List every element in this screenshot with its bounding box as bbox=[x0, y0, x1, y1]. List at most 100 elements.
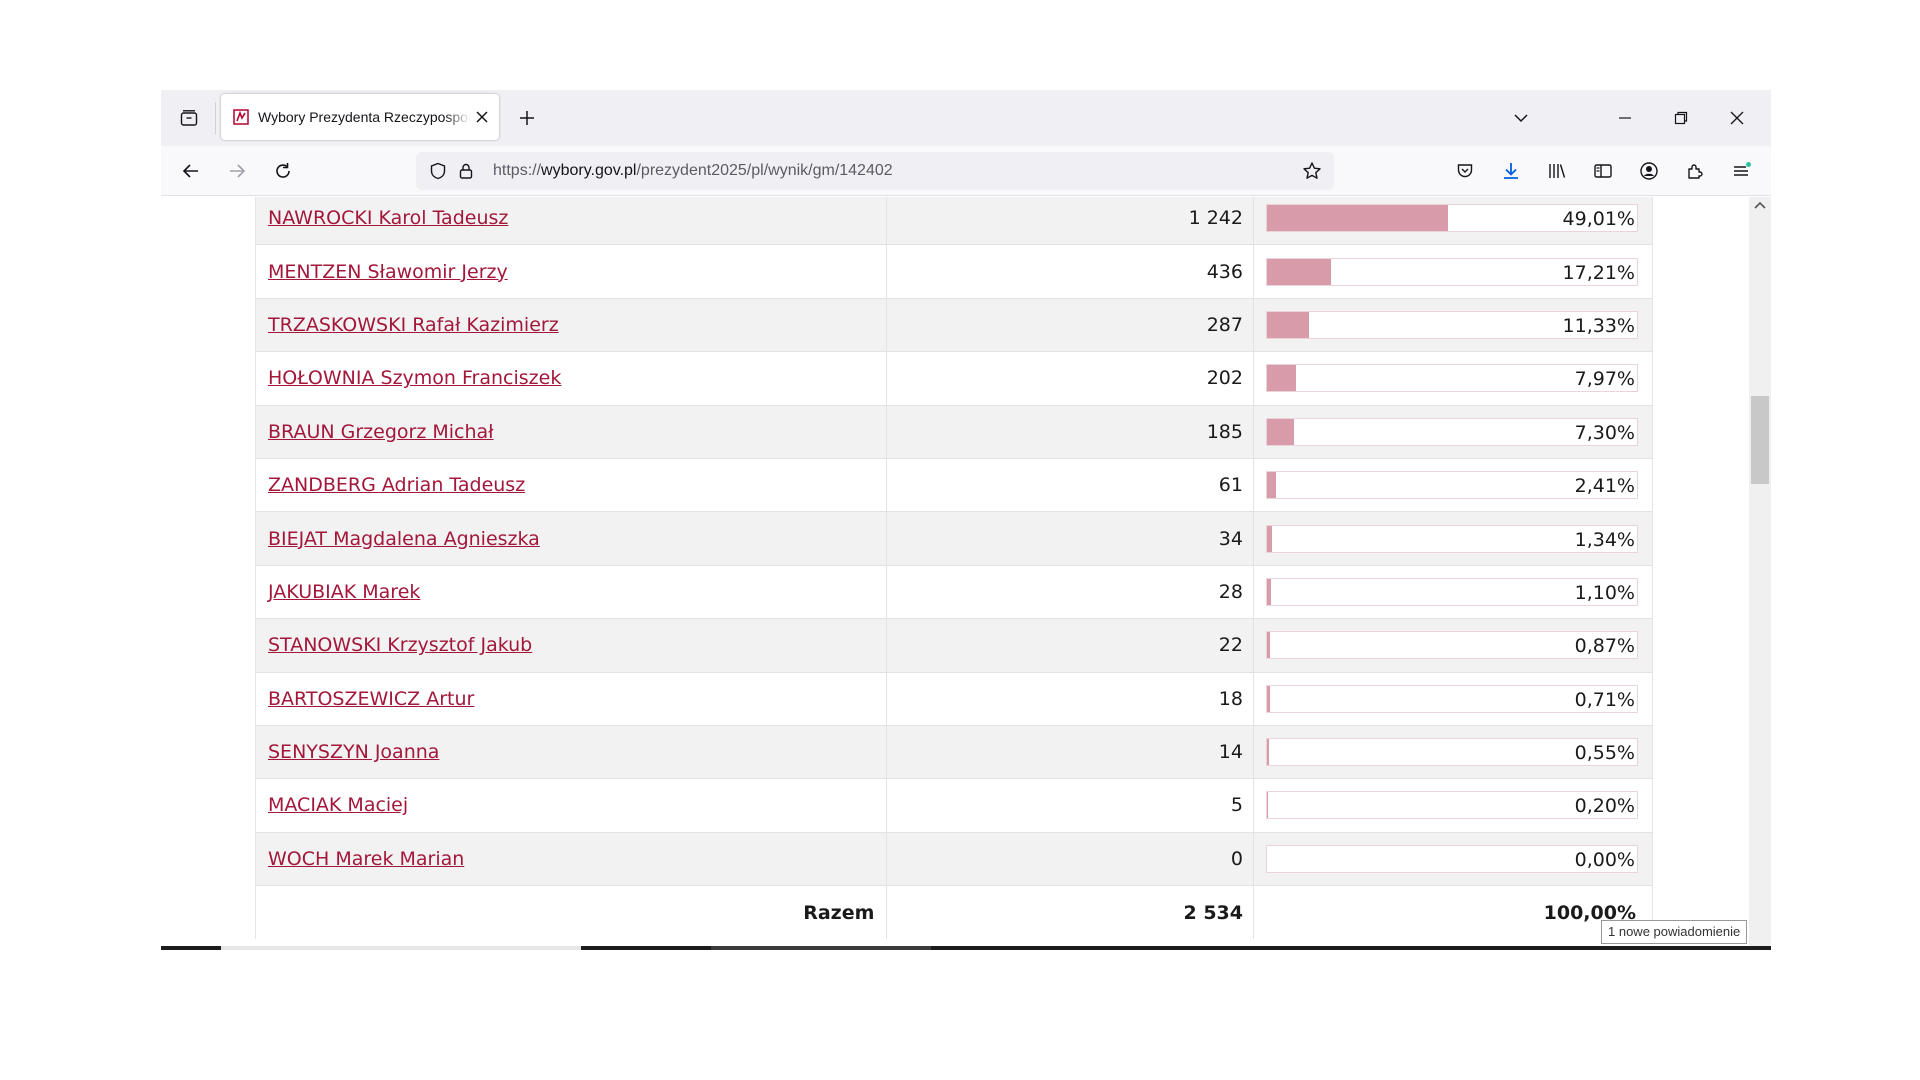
results-table: NAWROCKI Karol Tadeusz 1 242 49,01% MENTZEN… bbox=[254, 197, 1654, 939]
percent-cell: 0,55% bbox=[1253, 724, 1654, 779]
percent-cell: 2,41% bbox=[1253, 457, 1654, 512]
percent-label: 0,20% bbox=[1574, 795, 1635, 818]
percent-bar-fill bbox=[1266, 739, 1270, 766]
close-icon[interactable] bbox=[473, 108, 491, 126]
percent-label: 0,71% bbox=[1574, 688, 1635, 711]
candidate-link[interactable]: STANOWSKI Krzysztof Jakub bbox=[268, 634, 533, 657]
sidebar-icon[interactable] bbox=[1587, 155, 1619, 187]
url-host: wybory.gov.pl bbox=[541, 162, 637, 179]
navigation-bar: https://wybory.gov.pl/prezydent2025/pl/w… bbox=[161, 146, 1771, 196]
percent-bar: 2,41% bbox=[1265, 471, 1638, 500]
taskbar-segment bbox=[711, 946, 931, 950]
percent-bar: 11,33% bbox=[1265, 310, 1638, 339]
close-icon[interactable] bbox=[1709, 90, 1765, 146]
votes-cell: 28 bbox=[886, 564, 1254, 619]
candidate-link[interactable]: MACIAK Maciej bbox=[268, 794, 409, 817]
votes-cell: 5 bbox=[886, 778, 1254, 833]
account-icon[interactable] bbox=[1633, 155, 1665, 187]
taskbar-segment bbox=[221, 946, 581, 950]
votes-cell: 61 bbox=[886, 457, 1254, 512]
votes-cell: 1 242 bbox=[886, 197, 1254, 245]
candidate-name-cell: ZANDBERG Adrian Tadeusz bbox=[254, 457, 888, 512]
candidate-link[interactable]: NAWROCKI Karol Tadeusz bbox=[268, 207, 509, 230]
candidate-name-cell: NAWROCKI Karol Tadeusz bbox=[254, 197, 888, 245]
puzzle-icon[interactable] bbox=[1679, 155, 1711, 187]
candidate-link[interactable]: HOŁOWNIA Szymon Franciszek bbox=[268, 367, 562, 390]
candidate-link[interactable]: WOCH Marek Marian bbox=[268, 847, 465, 870]
percent-cell: 0,71% bbox=[1253, 671, 1654, 726]
candidate-name-cell: WOCH Marek Marian bbox=[254, 831, 888, 886]
candidate-name-cell: STANOWSKI Krzysztof Jakub bbox=[254, 618, 888, 673]
votes-cell: 185 bbox=[886, 404, 1254, 459]
table-row: MENTZEN Sławomir Jerzy 436 17,21% bbox=[254, 244, 1654, 299]
reload-icon[interactable] bbox=[267, 155, 299, 187]
hamburger-menu-icon[interactable] bbox=[1725, 155, 1757, 187]
candidate-link[interactable]: TRZASKOWSKI Rafał Kazimierz bbox=[268, 313, 559, 336]
total-votes: 2 534 bbox=[886, 885, 1254, 939]
percent-bar: 7,97% bbox=[1265, 364, 1638, 393]
page-content: NAWROCKI Karol Tadeusz 1 242 49,01% MENTZEN… bbox=[161, 197, 1771, 950]
percent-bar: 0,00% bbox=[1265, 844, 1638, 873]
table-row: BIEJAT Magdalena Agnieszka 34 1,34% bbox=[254, 511, 1654, 566]
candidate-name-cell: MACIAK Maciej bbox=[254, 778, 888, 833]
tab-active[interactable]: Wybory Prezydenta Rzeczypospolitej Polsk… bbox=[221, 94, 499, 140]
table-row: TRZASKOWSKI Rafał Kazimierz 287 11,33% bbox=[254, 297, 1654, 352]
total-percent: 100,00% bbox=[1253, 885, 1654, 939]
candidate-name-cell: JAKUBIAK Marek bbox=[254, 564, 888, 619]
percent-bar-fill bbox=[1266, 365, 1297, 392]
lock-icon[interactable] bbox=[456, 161, 476, 181]
pocket-icon[interactable] bbox=[1449, 155, 1481, 187]
percent-bar-fill bbox=[1266, 472, 1276, 499]
total-label: Razem bbox=[254, 885, 888, 939]
scrollbar[interactable] bbox=[1749, 197, 1771, 950]
candidate-link[interactable]: MENTZEN Sławomir Jerzy bbox=[268, 260, 508, 283]
percent-bar: 0,87% bbox=[1265, 631, 1638, 660]
percent-cell: 17,21% bbox=[1253, 244, 1654, 299]
notification-tooltip[interactable]: 1 nowe powiadomienie bbox=[1601, 920, 1748, 944]
scrollbar-thumb[interactable] bbox=[1751, 396, 1769, 484]
percent-cell: 7,30% bbox=[1253, 404, 1654, 459]
percent-bar-fill bbox=[1266, 418, 1294, 445]
percent-label: 0,55% bbox=[1574, 742, 1635, 765]
percent-bar-fill bbox=[1266, 792, 1268, 819]
candidate-link[interactable]: JAKUBIAK Marek bbox=[268, 580, 421, 603]
library-icon[interactable] bbox=[1541, 155, 1573, 187]
percent-bar: 0,20% bbox=[1265, 791, 1638, 820]
percent-bar-fill bbox=[1266, 685, 1270, 712]
tab-list-icon[interactable] bbox=[173, 102, 205, 134]
candidate-link[interactable]: SENYSZYN Joanna bbox=[268, 741, 440, 764]
candidate-name-cell: MENTZEN Sławomir Jerzy bbox=[254, 244, 888, 299]
percent-cell: 1,34% bbox=[1253, 511, 1654, 566]
tab-bar: Wybory Prezydenta Rzeczypospolitej Polsk… bbox=[161, 90, 1771, 146]
download-icon[interactable] bbox=[1495, 155, 1527, 187]
candidate-link[interactable]: BIEJAT Magdalena Agnieszka bbox=[268, 527, 540, 550]
forward-arrow-icon[interactable] bbox=[221, 155, 253, 187]
back-arrow-icon[interactable] bbox=[175, 155, 207, 187]
table-row: BRAUN Grzegorz Michał 185 7,30% bbox=[254, 404, 1654, 459]
chevron-down-icon[interactable] bbox=[1507, 104, 1535, 132]
table-row: HOŁOWNIA Szymon Franciszek 202 7,97% bbox=[254, 351, 1654, 406]
percent-bar-fill bbox=[1266, 632, 1271, 659]
minimize-icon[interactable] bbox=[1597, 90, 1653, 146]
percent-bar: 0,71% bbox=[1265, 684, 1638, 713]
percent-cell: 1,10% bbox=[1253, 564, 1654, 619]
percent-bar-fill bbox=[1266, 205, 1449, 232]
table-row: MACIAK Maciej 5 0,20% bbox=[254, 778, 1654, 833]
percent-label: 7,30% bbox=[1574, 421, 1635, 444]
percent-label: 1,10% bbox=[1574, 581, 1635, 604]
percent-label: 1,34% bbox=[1574, 528, 1635, 551]
plus-icon[interactable] bbox=[513, 104, 541, 132]
restore-icon[interactable] bbox=[1653, 90, 1709, 146]
star-icon[interactable] bbox=[1302, 161, 1322, 181]
scroll-up-arrow-icon[interactable] bbox=[1754, 199, 1766, 211]
url-text[interactable]: https://wybory.gov.pl/prezydent2025/pl/w… bbox=[493, 162, 893, 180]
votes-cell: 287 bbox=[886, 297, 1254, 352]
percent-cell: 0,87% bbox=[1253, 618, 1654, 673]
candidate-link[interactable]: BRAUN Grzegorz Michał bbox=[268, 420, 494, 443]
candidate-link[interactable]: ZANDBERG Adrian Tadeusz bbox=[268, 474, 526, 497]
url-bar[interactable]: https://wybory.gov.pl/prezydent2025/pl/w… bbox=[416, 152, 1334, 190]
shield-icon[interactable] bbox=[428, 161, 448, 181]
candidate-link[interactable]: BARTOSZEWICZ Artur bbox=[268, 687, 475, 710]
tab-title: Wybory Prezydenta Rzeczypospolitej Polsk… bbox=[258, 109, 470, 125]
percent-label: 0,87% bbox=[1574, 635, 1635, 658]
